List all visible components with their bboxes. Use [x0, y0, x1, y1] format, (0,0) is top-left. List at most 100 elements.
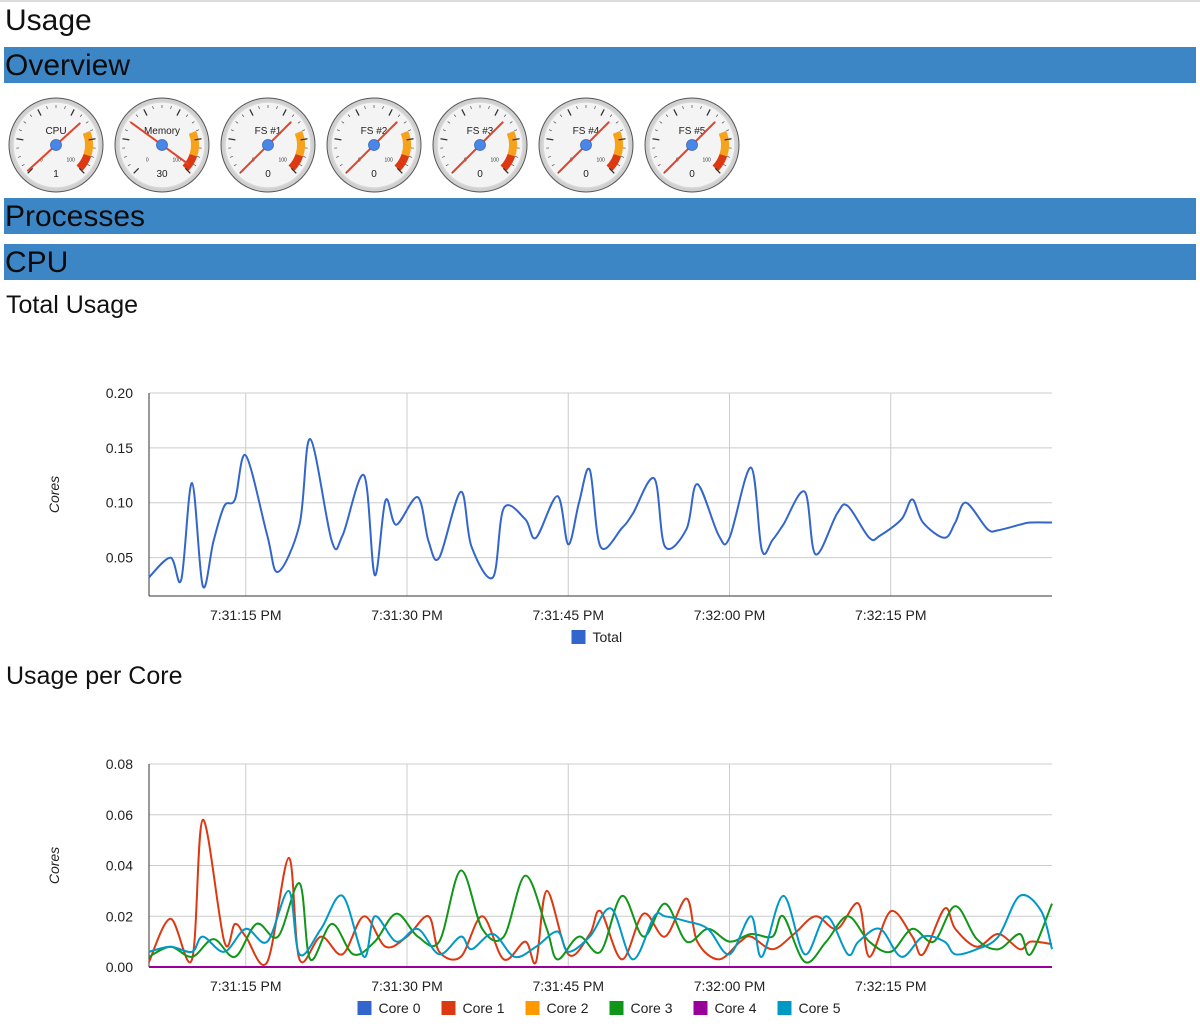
legend-swatch	[571, 630, 586, 644]
gauge-tick	[673, 109, 678, 116]
legend-swatch	[693, 1001, 708, 1015]
gauge-tick	[654, 129, 658, 132]
gauge-min-label: 0	[146, 158, 149, 164]
legend-item-core-0[interactable]: Core 0	[357, 1000, 421, 1016]
gauge-tick	[548, 129, 552, 132]
legend-label: Core 0	[379, 1000, 421, 1016]
gauge-label: CPU	[45, 126, 66, 137]
y-axis-label: Cores	[46, 476, 62, 513]
section-overview[interactable]: Overview	[4, 47, 1196, 83]
gauge-tick	[509, 121, 513, 124]
gauge-tick	[609, 114, 613, 118]
x-tick-label: 7:31:30 PM	[371, 607, 443, 623]
gauge-tick	[228, 138, 236, 141]
gauge-label: Memory	[144, 126, 180, 137]
x-tick-label: 7:31:45 PM	[532, 607, 604, 623]
legend-item-core-5[interactable]: Core 5	[777, 1000, 841, 1016]
gauge-tick	[620, 129, 624, 132]
gauge-tick	[87, 164, 91, 167]
legend-swatch	[777, 1001, 792, 1015]
gauge-tick	[567, 109, 572, 116]
legend-item-core-1[interactable]: Core 1	[441, 1000, 505, 1016]
gauge-tick	[133, 167, 140, 174]
legend-label: Core 5	[799, 1000, 841, 1016]
gauge-tick	[551, 164, 555, 167]
gauge-tick	[502, 167, 509, 174]
gauge-cpu: CPU 0 100 1	[8, 97, 104, 193]
gauge-tick	[152, 106, 154, 110]
gauge-tick	[127, 164, 131, 167]
x-tick-label: 7:31:15 PM	[210, 607, 282, 623]
gauge-warning-band	[506, 130, 517, 157]
section-cpu[interactable]: CPU	[4, 244, 1196, 280]
gauge-tick	[447, 121, 451, 124]
gauge-tick	[406, 138, 414, 141]
gauge-tick	[618, 138, 626, 141]
gauge-tick	[657, 164, 661, 167]
total-usage-chart: 0.20 0.15 0.10 0.05 7:31:15 PM 7:31:30 PM 7:31…	[46, 385, 1053, 645]
gauge-tick	[23, 121, 27, 124]
gauge-tick	[193, 164, 197, 167]
gauge-tick	[576, 106, 578, 110]
gauge-tick	[653, 156, 657, 158]
gauge-danger-band	[288, 153, 304, 172]
gauge-hub	[156, 139, 168, 151]
gauge-max-label: 100	[173, 158, 182, 164]
gauge-fs-1: FS #101000	[220, 97, 316, 193]
gauge-tick	[88, 138, 96, 141]
x-tick-label: 7:31:15 PM	[210, 978, 282, 994]
gauge-tick	[297, 121, 301, 124]
series-line-core-1	[148, 818, 1053, 966]
gauge-tick	[441, 156, 445, 158]
legend-label: Core 1	[463, 1000, 505, 1016]
gauge-row: CPU 0 100 1 Memory 0 100 30 FS #1 0 100 0 FS #2 0 1…	[8, 97, 768, 193]
gauge-tick	[546, 138, 554, 141]
gauge-tick	[122, 138, 130, 141]
gauge-tick	[494, 109, 499, 116]
gauge-max-label: 100	[597, 158, 606, 164]
gauge-tick	[723, 164, 727, 167]
gauge-tick	[230, 129, 234, 132]
y-tick-label: 0.04	[106, 858, 133, 874]
legend-item-core-3[interactable]: Core 3	[609, 1000, 673, 1016]
legend-swatch	[609, 1001, 624, 1015]
gauge-tick	[124, 129, 128, 132]
gauge-tick	[170, 106, 172, 110]
gauge-tick	[27, 167, 34, 174]
y-tick-label: 0.06	[106, 807, 133, 823]
gauge-danger-band	[606, 153, 622, 172]
usage-per-core-chart: 0.08 0.06 0.04 0.02 0.00 7:31:15 PM 7:31:30 PM…	[46, 756, 1053, 1016]
gauge-max-label: 100	[491, 158, 500, 164]
gauge-tick	[553, 121, 557, 124]
legend-item-total[interactable]: Total	[571, 629, 623, 645]
x-tick-label: 7:32:00 PM	[694, 978, 766, 994]
gauge-tick	[445, 164, 449, 167]
gauge-tick	[515, 156, 519, 158]
top-border	[0, 0, 1200, 2]
gauge-tick	[291, 114, 295, 118]
total-usage-title: Total Usage	[6, 291, 139, 319]
gauge-warning-band	[612, 130, 623, 157]
gauge-tick	[123, 156, 127, 158]
y-tick-label: 0.20	[106, 385, 133, 401]
gauge-tick	[241, 114, 245, 118]
legend-item-core-2[interactable]: Core 2	[525, 1000, 589, 1016]
gauge-tick	[600, 109, 605, 116]
gauge-tick	[488, 106, 490, 110]
gauge-fs-4: FS #401000	[538, 97, 634, 193]
gauge-value: 0	[477, 169, 483, 180]
gauge-tick	[194, 138, 202, 141]
gauge-tick	[652, 138, 660, 141]
gauge-tick	[396, 167, 403, 174]
gauge-tick	[714, 167, 721, 174]
y-tick-label: 0.05	[106, 550, 133, 566]
legend-item-core-4[interactable]: Core 4	[693, 1000, 757, 1016]
gauge-danger-band	[500, 153, 516, 172]
gauge-tick	[682, 106, 684, 110]
section-processes[interactable]: Processes	[4, 198, 1196, 234]
x-tick-label: 7:32:15 PM	[855, 607, 927, 623]
x-tick-label: 7:32:15 PM	[855, 978, 927, 994]
gauge-value: 0	[371, 169, 377, 180]
gauge-tick	[347, 114, 351, 118]
gauge-tick	[29, 114, 33, 118]
